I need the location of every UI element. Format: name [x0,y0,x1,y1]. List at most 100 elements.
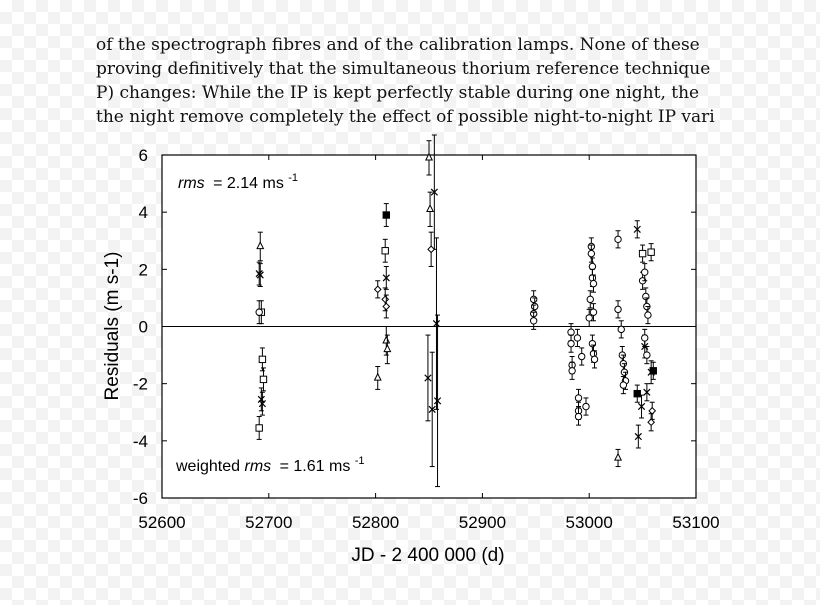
data-point-diamond [427,231,436,267]
circle-marker [587,249,596,258]
data-point-circle [582,397,590,416]
data-point-circle [617,320,625,339]
filled-square-marker [649,367,657,375]
x-marker-stroke [633,225,641,233]
data-point-triangle [256,231,265,262]
square-marker [638,249,647,258]
x-tick-label: 52800 [352,513,399,532]
diamond-marker [373,285,382,294]
x-marker-stroke [634,432,642,441]
circle-marker [531,302,539,311]
circle-marker [529,295,538,304]
data-point-triangle [426,191,435,227]
diamond-marker [382,302,391,311]
square-marker [647,248,655,256]
filled-square-marker [633,389,641,398]
rms-label: rms [178,175,205,192]
circle-marker [568,367,576,375]
x-marker-stroke [433,397,442,405]
x-marker-stroke [256,271,264,279]
diamond-marker [427,245,436,254]
y-tick-label: -6 [133,489,148,508]
data-point-circle [641,263,649,282]
circle-marker [642,292,650,301]
weighted-rms-label: rms [245,458,272,475]
rms-value: = 2.14 ms [213,175,284,192]
x-tick-label: 53100 [672,513,719,532]
square-marker [381,247,389,255]
data-point-triangle [382,326,391,356]
data-point-circle [586,290,594,309]
x-axis-title: JD - 2 400 000 (d) [351,545,504,566]
data-point-square-filled [633,384,641,403]
data-point-circle [574,407,583,426]
data-point-x [433,314,442,488]
data-point-circle [567,334,575,353]
x-marker-stroke [643,388,651,396]
data-point-circle [590,350,599,369]
data-point-diamond [647,413,656,432]
circle-marker [588,262,597,271]
x-marker-stroke [257,395,265,404]
square-marker [258,355,267,364]
x-marker-stroke [432,320,441,328]
circle-marker [641,334,649,342]
x-tick-label: 53000 [566,513,613,532]
triangle-marker [373,372,382,381]
data-point-circle [589,303,598,322]
data-point-circle [644,305,652,325]
y-axis-title: Residuals (m s-1) [102,252,123,401]
circle-marker [529,317,538,325]
data-point-circle [589,274,598,293]
rms-exponent: -1 [288,172,298,184]
data-point-square [258,347,267,372]
circle-marker [573,334,582,342]
x-tick-label: 52900 [459,513,506,532]
data-point-circle [255,300,263,325]
data-point-triangle [424,140,434,176]
circle-marker [643,351,651,359]
data-point-x [643,383,651,402]
triangle-marker [424,152,434,161]
data-point-x [633,220,641,239]
data-point-square [381,238,389,263]
weighted-rms-annotation: weighted rms = 1.61 ms -1 [175,455,365,475]
data-points [255,134,657,488]
filled-square-marker [382,211,390,219]
data-point-triangle [614,448,623,468]
data-point-circle [587,244,596,263]
data-point-triangle [373,366,382,390]
data-point-circle [529,311,538,330]
x-marker-stroke [428,405,436,414]
paper-text-line: the night remove completely the effect o… [96,107,715,127]
circle-marker [641,268,649,276]
circle-marker [617,325,625,334]
data-point-diamond [382,294,391,319]
y-tick-label: 6 [139,146,148,165]
circle-marker [255,308,263,316]
circle-marker [578,352,586,361]
y-tick-label: 4 [139,203,148,222]
circle-marker [574,412,583,421]
circle-marker [567,328,575,336]
data-point-square [259,367,268,392]
data-point-circle [614,300,622,319]
circle-marker [644,311,652,319]
circle-marker [567,339,575,348]
data-point-x [256,263,264,287]
circle-marker [589,308,598,316]
data-point-circle [573,328,582,348]
triangle-marker [383,344,392,353]
rms-annotation: rms = 2.14 ms -1 [178,172,298,192]
data-point-x [424,334,432,422]
data-point-circle [643,346,651,365]
data-point-x [428,351,436,468]
data-point-circle [578,347,586,366]
weighted-rms-value: = 1.61 ms [280,458,351,475]
circle-marker [614,235,622,244]
data-point-circle [619,376,628,395]
circle-marker [614,305,622,314]
x-tick-label: 52700 [245,513,292,532]
data-point-x [637,394,646,419]
